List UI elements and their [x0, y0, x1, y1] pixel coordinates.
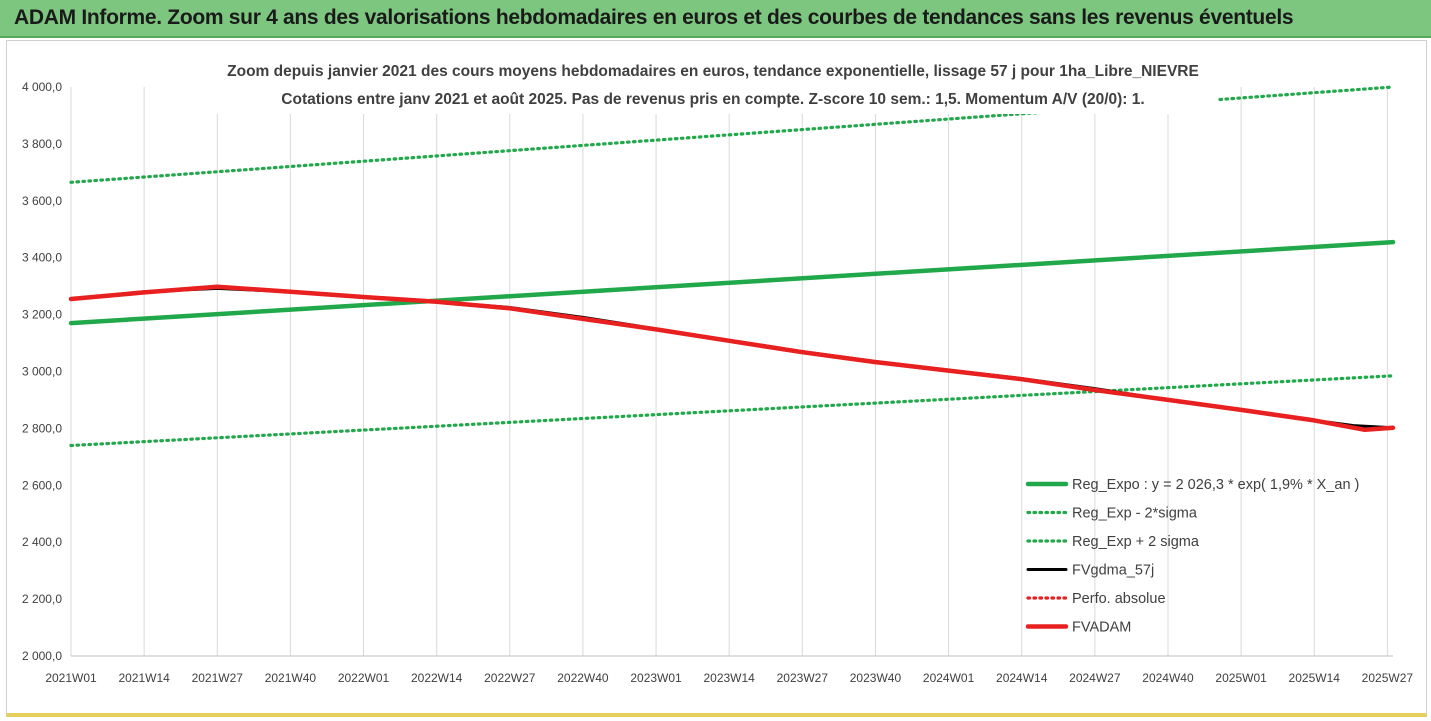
legend-entry: Reg_Exp + 2 sigma: [1072, 534, 1200, 550]
chart-title-line-2: Cotations entre janv 2021 et août 2025. …: [281, 91, 1144, 108]
report-banner: ADAM Informe. Zoom sur 4 ans des valoris…: [0, 0, 1431, 38]
gridlines: [70, 87, 1388, 656]
y-tick-label: 3 400,0: [22, 251, 62, 265]
x-tick-label: 2022W27: [484, 671, 536, 685]
x-tick-label: 2023W27: [777, 671, 829, 685]
y-axis-ticks: 4 000,0 3 800,0 3 600,0 3 400,0 3 200,0 3 000…: [22, 80, 62, 663]
legend: Reg_Expo : y = 2 026,3 * exp( 1,9% * X_a…: [1025, 477, 1359, 636]
x-tick-label: 2023W14: [703, 671, 755, 685]
series-lines: [68, 85, 1396, 448]
x-tick-label: 2021W40: [265, 671, 317, 685]
x-tick-label: 2022W01: [338, 671, 390, 685]
x-tick-label: 2025W14: [1289, 671, 1341, 685]
chart-title-line-1: Zoom depuis janvier 2021 des cours moyen…: [227, 63, 1199, 80]
y-tick-label: 3 600,0: [22, 194, 62, 208]
x-tick-label: 2021W14: [118, 671, 170, 685]
x-tick-label: 2024W14: [996, 671, 1048, 685]
y-tick-label: 3 800,0: [22, 137, 62, 151]
y-tick-label: 2 400,0: [22, 535, 62, 549]
x-tick-label: 2024W01: [923, 671, 975, 685]
chart-frame: [6, 40, 1427, 717]
legend-entry: FVADAM: [1072, 620, 1131, 636]
series-line-0: [68, 239, 1396, 326]
y-tick-label: 2 600,0: [22, 478, 62, 492]
x-tick-label: 2024W40: [1142, 671, 1194, 685]
x-tick-label: 2023W01: [630, 671, 682, 685]
x-tick-label: 2025W27: [1362, 671, 1414, 685]
series-line-5: [68, 284, 1396, 433]
x-axis-ticks: 2021W01 2021W14 2021W27 2021W40 2022W01 2022W…: [45, 671, 1413, 685]
banner-title: ADAM Informe. Zoom sur 4 ans des valoris…: [14, 6, 1294, 29]
y-tick-label: 2 800,0: [22, 421, 62, 435]
y-tick-label: 3 200,0: [22, 308, 62, 322]
series-line-1: [69, 374, 1395, 448]
y-tick-label: 2 000,0: [22, 649, 62, 663]
x-tick-label: 2024W27: [1069, 671, 1121, 685]
y-tick-label: 2 200,0: [22, 592, 62, 606]
legend-entry: Reg_Exp - 2*sigma: [1072, 506, 1198, 522]
title-background: [208, 54, 1218, 114]
x-tick-label: 2025W01: [1215, 671, 1267, 685]
x-tick-label: 2023W40: [850, 671, 902, 685]
x-tick-label: 2022W14: [411, 671, 463, 685]
x-tick-label: 2021W27: [192, 671, 244, 685]
legend-entry: FVgdma_57j: [1072, 563, 1154, 579]
x-tick-label: 2021W01: [45, 671, 97, 685]
legend-entry: Reg_Expo : y = 2 026,3 * exp( 1,9% * X_a…: [1072, 477, 1359, 493]
x-tick-label: 2022W40: [557, 671, 609, 685]
y-tick-label: 4 000,0: [22, 80, 62, 94]
y-tick-label: 3 000,0: [22, 365, 62, 379]
legend-entry: Perfo. absolue: [1072, 591, 1166, 607]
